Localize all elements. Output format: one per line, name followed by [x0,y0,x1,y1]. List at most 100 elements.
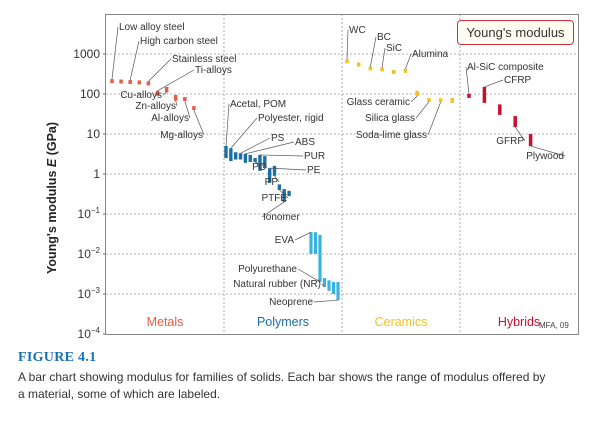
leader-soda-lime-glass [427,102,441,136]
bar-ceramics-bc [368,66,373,71]
y-tick-label: 1000 [73,47,100,61]
leader-eva [294,231,312,241]
leader-glass-ceramic [410,95,418,103]
leader-bc [370,36,377,67]
leader-cu-alloys [162,92,167,96]
bar-polymers [287,190,291,197]
leader-al-alloys [184,100,191,119]
label-polyester-rigid: Polyester, rigid [258,113,324,124]
label-neoprene: Neoprene [269,297,313,308]
label-abs: ABS [295,137,315,148]
leader-ti-alloys [157,69,195,92]
label-cu-alloys: Cu-alloys [120,90,162,101]
bar-polymers [248,154,252,162]
label-pur: PUR [304,151,325,162]
bar-polymers-pc [253,158,257,163]
label-eva: EVA [275,235,295,246]
leader-silica-glass [415,101,430,119]
chart-bars [110,59,533,301]
label-zn-alloys: Zn-alloys [135,101,176,112]
bar-metals-ti-alloys [155,90,160,96]
bar-ceramics [356,62,361,67]
figure-label: FIGURE 4.1 [18,350,97,365]
y-tick-label: 10−3 [78,286,101,301]
bar-polymers [263,156,267,169]
bar-ceramics-glass-ceramic [415,90,419,96]
bar-elastomers [313,232,318,254]
label-pp: PP [265,177,279,188]
bar-metals [137,80,142,85]
label-glass-ceramic: Glass ceramic [347,97,410,108]
label-ptfe: PTFE [261,193,287,204]
bar-metals-mg-alloys [192,106,196,111]
figure-caption: A bar chart showing modulus for families… [18,369,592,402]
chart-title: Young's modulus [466,25,565,40]
bar-metals-low-alloy-steel [110,79,114,84]
category-metals: Metals [147,315,184,329]
label-al-sic-composite: Al-SiC composite [467,62,544,73]
bar-ceramics [392,70,396,75]
label-sic: SiC [386,43,402,54]
chart-grid [106,14,578,334]
category-polymers: Polymers [257,315,309,329]
caption-line-1: A bar chart showing modulus for families… [18,370,546,384]
leader-polyurethane [297,268,321,283]
bar-polymers-acetal-pom [224,146,228,159]
credit-note: MFA, 09 [539,321,569,330]
y-axis-label: Young's modulus E (GPa) [45,122,59,274]
bar-ceramics-sic [380,67,384,72]
leader-abs [245,141,295,155]
leader-polyester-rigid [230,117,258,149]
leader-low-alloy-steel [111,26,119,80]
leader-pe [269,167,307,171]
label-alumina: Alumina [412,49,449,60]
label-stainless-steel: Stainless steel [172,54,236,65]
leader-ptfe [279,189,289,199]
leader-ps [240,137,271,154]
label-high-carbon-steel: High carbon steel [140,36,218,47]
bar-ceramics-silica-glass [427,97,431,102]
bar-elastomers [327,280,331,291]
bar-metals-al-alloys [183,97,187,102]
bar-ceramics-alumina [403,68,408,73]
bar-hybrids-gfrp [513,116,517,127]
y-tick-label: 10−1 [78,206,101,221]
chart-title-box: Young's modulus [457,20,574,45]
material-labels: Low alloy steel High carbon steel Stainles… [119,22,564,308]
leader-plywood [530,145,566,157]
bar-metals [119,79,123,84]
category-hybrids: Hybrids [498,315,540,329]
bar-polymers-pe [267,168,272,183]
label-bc: BC [377,32,391,43]
leader-acetal-pom [225,103,230,147]
bar-hybrids-cfrp [482,86,487,103]
bar-polymers-pp [272,165,277,176]
bar-hybrids-plywood [528,134,533,147]
bar-metals-high-carbon-steel [128,79,132,84]
label-leader-lines [111,26,566,303]
label-ionomer: Ionomer [263,212,300,223]
leader-mg-alloys [193,109,205,136]
label-pc: PC [252,162,266,173]
bar-elastomers-natural-rubber-nr [322,278,327,287]
leader-high-carbon-steel [129,40,140,81]
bar-polymers-ionomer [282,189,286,202]
y-axis-ticks: 1000 100 10 1 10−1 10−2 10−3 10−4 [73,47,106,341]
y-tick-label: 100 [80,87,100,101]
leader-neoprene [313,299,339,303]
leader-alumina [405,53,412,69]
bar-elastomers-neoprene [336,281,340,301]
bar-metals-cu-alloys [164,86,169,93]
y-tick-label: 1 [93,167,100,181]
label-low-alloy-steel: Low alloy steel [119,22,185,33]
chart-svg: Low alloy steel High carbon steel Stainles… [45,14,579,341]
label-pe: PE [307,165,321,176]
bar-ceramics-soda-lime-glass [438,98,443,103]
label-mg-alloys: Mg-alloys [160,130,203,141]
bar-elastomers-eva [309,232,313,254]
bar-ceramics-wc [345,59,349,64]
bar-polymers-ptfe [277,184,282,190]
leader-sic [381,47,386,68]
leader-zn-alloys [175,100,178,107]
y-tick-label: 10−2 [78,246,101,261]
